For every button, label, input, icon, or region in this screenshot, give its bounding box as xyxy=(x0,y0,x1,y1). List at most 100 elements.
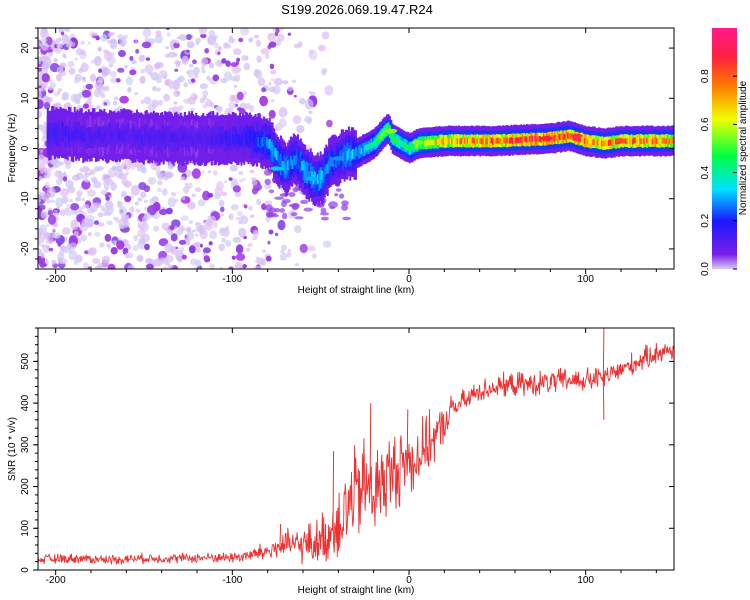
ridge-cell xyxy=(479,138,482,144)
ridge-cell xyxy=(557,134,559,141)
noise-blob xyxy=(103,212,107,216)
noise-blob xyxy=(130,59,137,65)
noise-blob xyxy=(270,78,274,81)
ridge-cell xyxy=(516,137,519,144)
ridge-cell xyxy=(80,132,83,142)
noise-blob xyxy=(48,247,54,252)
noise-blob xyxy=(278,106,288,118)
ridge-cell xyxy=(592,139,595,146)
ridge-cell xyxy=(165,130,168,141)
noise-blob xyxy=(63,55,67,59)
ridge-cell xyxy=(178,132,181,142)
ridge-cell xyxy=(535,136,538,143)
noise-blob xyxy=(186,33,192,41)
noise-blob xyxy=(267,32,276,42)
ridge-cell xyxy=(588,138,591,145)
ridge-cell xyxy=(332,157,335,167)
ridge-cell xyxy=(653,137,656,144)
ridge-cell xyxy=(168,132,171,142)
ridge-cell xyxy=(477,138,480,145)
noise-blob xyxy=(221,191,227,197)
noise-blob xyxy=(215,105,223,113)
noise-blob xyxy=(279,118,287,128)
snr-y-ticks: 0 100 200 300 400 500 xyxy=(20,327,674,573)
ridge-cell xyxy=(83,132,86,142)
ridge-cell xyxy=(657,138,660,145)
noise-blob xyxy=(228,37,236,44)
ridge-cell xyxy=(275,150,278,161)
noise-blob xyxy=(273,77,283,86)
ridge-cell xyxy=(475,138,478,144)
ridge-cell xyxy=(260,138,263,148)
ridge-cell xyxy=(280,158,282,168)
ridge-cell xyxy=(239,136,241,146)
ridge-cell xyxy=(492,138,494,145)
ridge-cell xyxy=(141,135,144,145)
ridge-cell xyxy=(507,138,510,144)
noise-blob xyxy=(110,247,118,255)
ridge-cell xyxy=(538,136,541,142)
noise-blob xyxy=(202,252,207,257)
colorbar-tick-label: 0.2 xyxy=(700,213,711,227)
ridge-cell xyxy=(148,134,151,145)
ridge-cell xyxy=(578,135,581,142)
noise-blob xyxy=(270,69,277,75)
noise-blob xyxy=(181,176,186,180)
ridge-cell xyxy=(667,138,670,145)
ridge-cell xyxy=(208,125,210,147)
noise-blob xyxy=(97,212,104,218)
ridge-cell xyxy=(61,126,63,137)
noise-blob xyxy=(104,233,112,242)
ridge-cell xyxy=(626,138,629,145)
noise-blob xyxy=(201,170,205,174)
noise-blob xyxy=(96,165,104,171)
noise-blob xyxy=(220,213,225,217)
ridge-cell xyxy=(582,137,585,143)
ridge-cell xyxy=(58,128,61,138)
x-tick-label: 100 xyxy=(577,575,594,586)
ridge-cell xyxy=(527,136,530,143)
ridge-peak xyxy=(305,176,318,181)
ridge-cell xyxy=(483,137,486,144)
noise-blob xyxy=(254,69,263,79)
ridge-cell xyxy=(526,136,528,143)
ridge-peak xyxy=(385,128,398,134)
noise-blob xyxy=(48,79,52,83)
ridge-cell xyxy=(497,137,500,144)
noise-blob xyxy=(178,239,187,245)
noise-blob xyxy=(275,28,280,34)
ridge-cell xyxy=(356,150,359,157)
noise-blob xyxy=(110,77,117,84)
noise-blob xyxy=(41,73,50,83)
noise-blob xyxy=(188,220,194,225)
noise-blob xyxy=(115,78,121,83)
spectrogram-y-ticks: -20 -10 0 10 20 xyxy=(20,27,674,270)
ridge-cell xyxy=(203,133,206,143)
ridge-cell xyxy=(480,138,483,145)
ridge-cell xyxy=(459,138,462,145)
noise-blob xyxy=(112,100,118,106)
noise-blob xyxy=(81,197,85,202)
noise-blob xyxy=(206,75,211,81)
noise-blob xyxy=(144,64,154,74)
ridge-cell xyxy=(195,131,198,141)
noise-blob xyxy=(38,90,42,99)
ridge-cell xyxy=(116,133,119,144)
noise-blob xyxy=(125,214,130,218)
noise-blob xyxy=(175,61,181,68)
noise-blob xyxy=(105,187,109,191)
ridge-cell xyxy=(487,138,490,145)
noise-blob xyxy=(232,236,242,243)
ridge-cell xyxy=(53,129,56,140)
noise-blob xyxy=(140,55,146,60)
noise-blob xyxy=(87,231,92,237)
noise-blob xyxy=(103,102,108,106)
ridge-cell xyxy=(576,136,579,142)
ridge-cell xyxy=(362,147,364,154)
ridge-cell xyxy=(510,137,513,143)
snr-spike xyxy=(602,328,605,379)
snr-line xyxy=(38,342,674,566)
noise-blob xyxy=(140,191,147,199)
ridge-cell xyxy=(217,135,220,145)
